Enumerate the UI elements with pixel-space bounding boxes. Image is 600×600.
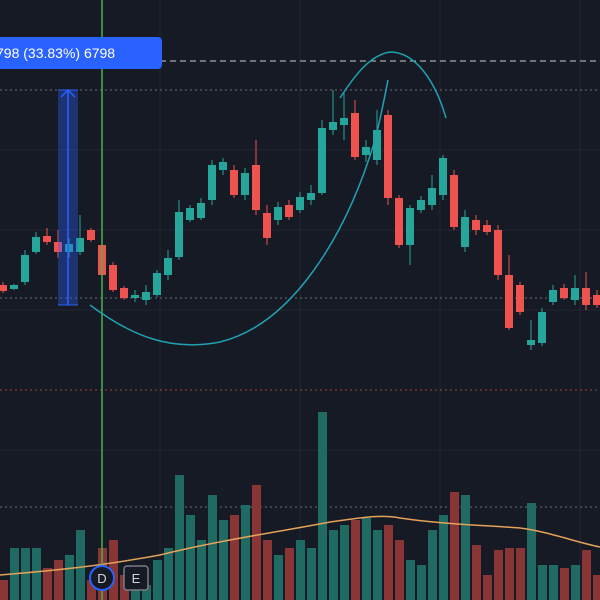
event-button[interactable]: E bbox=[123, 565, 149, 591]
measure-range bbox=[58, 88, 78, 306]
volume-bars bbox=[0, 412, 600, 600]
drawn-curve bbox=[339, 51, 447, 119]
drawn-curve bbox=[89, 79, 389, 346]
button-label[interactable]: D bbox=[97, 571, 106, 586]
event-button[interactable]: D bbox=[89, 565, 115, 591]
button-label[interactable]: E bbox=[132, 571, 141, 586]
measure-text: 798 (33.83%) 6798 bbox=[0, 45, 115, 61]
measure-label: 798 (33.83%) 6798 bbox=[0, 37, 162, 69]
volume-average bbox=[0, 515, 600, 576]
